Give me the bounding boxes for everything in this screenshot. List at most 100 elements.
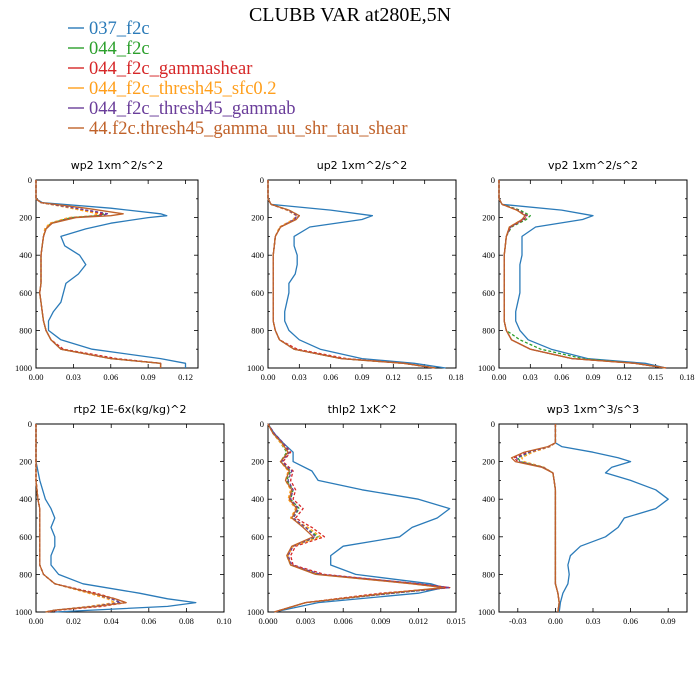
- y-tick-label: 600: [482, 288, 495, 298]
- x-tick-label: 0.00: [29, 372, 44, 382]
- series-line-6: [35, 180, 162, 368]
- y-tick-label: 0: [28, 175, 32, 185]
- panel-title: thlp2 1xK^2: [328, 403, 397, 416]
- legend-label-1: 037_f2c: [89, 19, 150, 39]
- y-tick-label: 200: [482, 213, 495, 223]
- y-tick-label: 200: [251, 457, 264, 467]
- series-line-1: [498, 180, 667, 369]
- y-tick-label: 800: [482, 325, 495, 335]
- legend-label-3: 044_f2c_gammashear: [89, 59, 252, 79]
- series-line-3: [498, 180, 667, 369]
- series-line-1: [35, 424, 197, 613]
- y-tick-label: 800: [19, 325, 32, 335]
- series-line-5: [35, 424, 122, 613]
- series-line-1: [554, 424, 669, 613]
- x-tick-label: 0.00: [492, 372, 507, 382]
- x-tick-label: 0.09: [355, 372, 370, 382]
- y-tick-label: 1000: [478, 607, 495, 617]
- y-tick-label: 0: [260, 419, 264, 429]
- series-line-2: [35, 424, 122, 613]
- y-tick-label: 1000: [478, 363, 495, 373]
- x-tick-label: 0.06: [623, 616, 638, 626]
- series-line-5: [498, 180, 667, 369]
- x-tick-label: 0.15: [648, 372, 663, 382]
- x-tick-label: 0.06: [103, 372, 118, 382]
- series-line-6: [510, 424, 560, 613]
- y-tick-label: 800: [482, 569, 495, 579]
- x-tick-label: -0.03: [509, 616, 527, 626]
- x-tick-label: 0.08: [179, 616, 194, 626]
- x-tick-label: 0.009: [371, 616, 390, 626]
- legend-label-5: 044_f2c_thresh45_gammab: [89, 99, 296, 119]
- y-tick-label: 0: [260, 175, 264, 185]
- y-tick-label: 0: [28, 419, 32, 429]
- y-tick-label: 1000: [247, 363, 264, 373]
- y-tick-label: 600: [19, 532, 32, 542]
- x-tick-label: 0.00: [548, 616, 563, 626]
- y-tick-label: 600: [251, 532, 264, 542]
- panel-4: rtp2 1E-6x(kg/kg)^2 0 200 400 600 800 10000.00…: [15, 403, 231, 626]
- panel-title: rtp2 1E-6x(kg/kg)^2: [74, 403, 187, 416]
- x-tick-label: 0.09: [586, 372, 601, 382]
- panel-title: wp3 1xm^3/s^3: [547, 403, 640, 416]
- y-tick-label: 400: [251, 250, 264, 260]
- x-tick-label: 0.12: [386, 372, 401, 382]
- x-tick-label: 0.02: [66, 616, 81, 626]
- series-line-3: [35, 424, 127, 613]
- x-tick-label: 0.09: [141, 372, 156, 382]
- y-tick-label: 600: [482, 532, 495, 542]
- series-line-6: [498, 180, 667, 369]
- y-tick-label: 200: [482, 457, 495, 467]
- series-line-4: [267, 180, 436, 369]
- series-line-2: [267, 180, 436, 369]
- y-tick-label: 200: [19, 213, 32, 223]
- x-tick-label: 0.15: [417, 372, 432, 382]
- y-tick-label: 1000: [15, 363, 32, 373]
- x-tick-label: 0.015: [446, 616, 465, 626]
- series-line-6: [267, 180, 436, 369]
- series-line-4: [520, 424, 560, 613]
- x-tick-label: 0.00: [29, 616, 44, 626]
- y-tick-label: 1000: [247, 607, 264, 617]
- legend-label-4: 044_f2c_thresh45_sfc0.2: [89, 79, 277, 99]
- figure-title: CLUBB VAR at280E,5N: [249, 4, 451, 26]
- panel-title: wp2 1xm^2/s^2: [71, 159, 164, 172]
- x-tick-label: 0.04: [104, 616, 120, 626]
- y-tick-label: 600: [251, 288, 264, 298]
- x-tick-label: 0.12: [178, 372, 193, 382]
- y-tick-label: 400: [19, 494, 32, 504]
- series-line-1: [35, 180, 187, 368]
- panel-title: vp2 1xm^2/s^2: [548, 159, 638, 172]
- y-tick-label: 400: [482, 250, 495, 260]
- x-tick-label: 0.03: [66, 372, 81, 382]
- x-tick-label: 0.006: [334, 616, 353, 626]
- y-tick-label: 200: [19, 457, 32, 467]
- x-tick-label: 0.00: [261, 372, 276, 382]
- x-tick-label: 0.03: [523, 372, 538, 382]
- series-line-5: [35, 180, 162, 368]
- series-line-5: [267, 180, 436, 369]
- y-tick-label: 400: [482, 494, 495, 504]
- x-tick-label: 0.03: [586, 616, 601, 626]
- series-line-3: [267, 423, 451, 613]
- series-line-3: [513, 424, 560, 613]
- series-line-1: [267, 180, 446, 369]
- x-tick-label: 0.06: [323, 372, 338, 382]
- y-tick-label: 1000: [15, 607, 32, 617]
- panel-title: up2 1xm^2/s^2: [317, 159, 408, 172]
- series-line-6: [35, 424, 127, 613]
- series-line-4: [498, 180, 667, 369]
- y-tick-label: 0: [491, 175, 495, 185]
- x-tick-label: 0.000: [258, 616, 277, 626]
- x-tick-label: 0.10: [217, 616, 232, 626]
- y-tick-label: 800: [251, 325, 264, 335]
- x-tick-label: 0.18: [449, 372, 464, 382]
- x-tick-label: 0.18: [680, 372, 695, 382]
- series-line-4: [35, 424, 116, 613]
- legend-label-6: 44.f2c.thresh45_gamma_uu_shr_tau_shear: [89, 119, 408, 139]
